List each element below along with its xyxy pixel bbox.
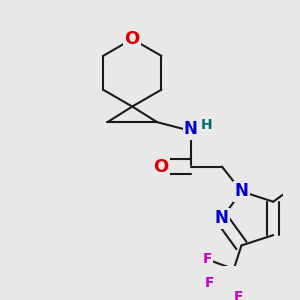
Text: F: F <box>202 252 212 266</box>
Text: N: N <box>215 209 229 227</box>
Text: N: N <box>235 182 248 200</box>
Text: F: F <box>204 276 214 290</box>
Text: N: N <box>184 120 198 138</box>
Text: F: F <box>234 290 243 300</box>
Text: O: O <box>124 30 140 48</box>
Text: O: O <box>153 158 168 175</box>
Text: H: H <box>201 118 213 132</box>
